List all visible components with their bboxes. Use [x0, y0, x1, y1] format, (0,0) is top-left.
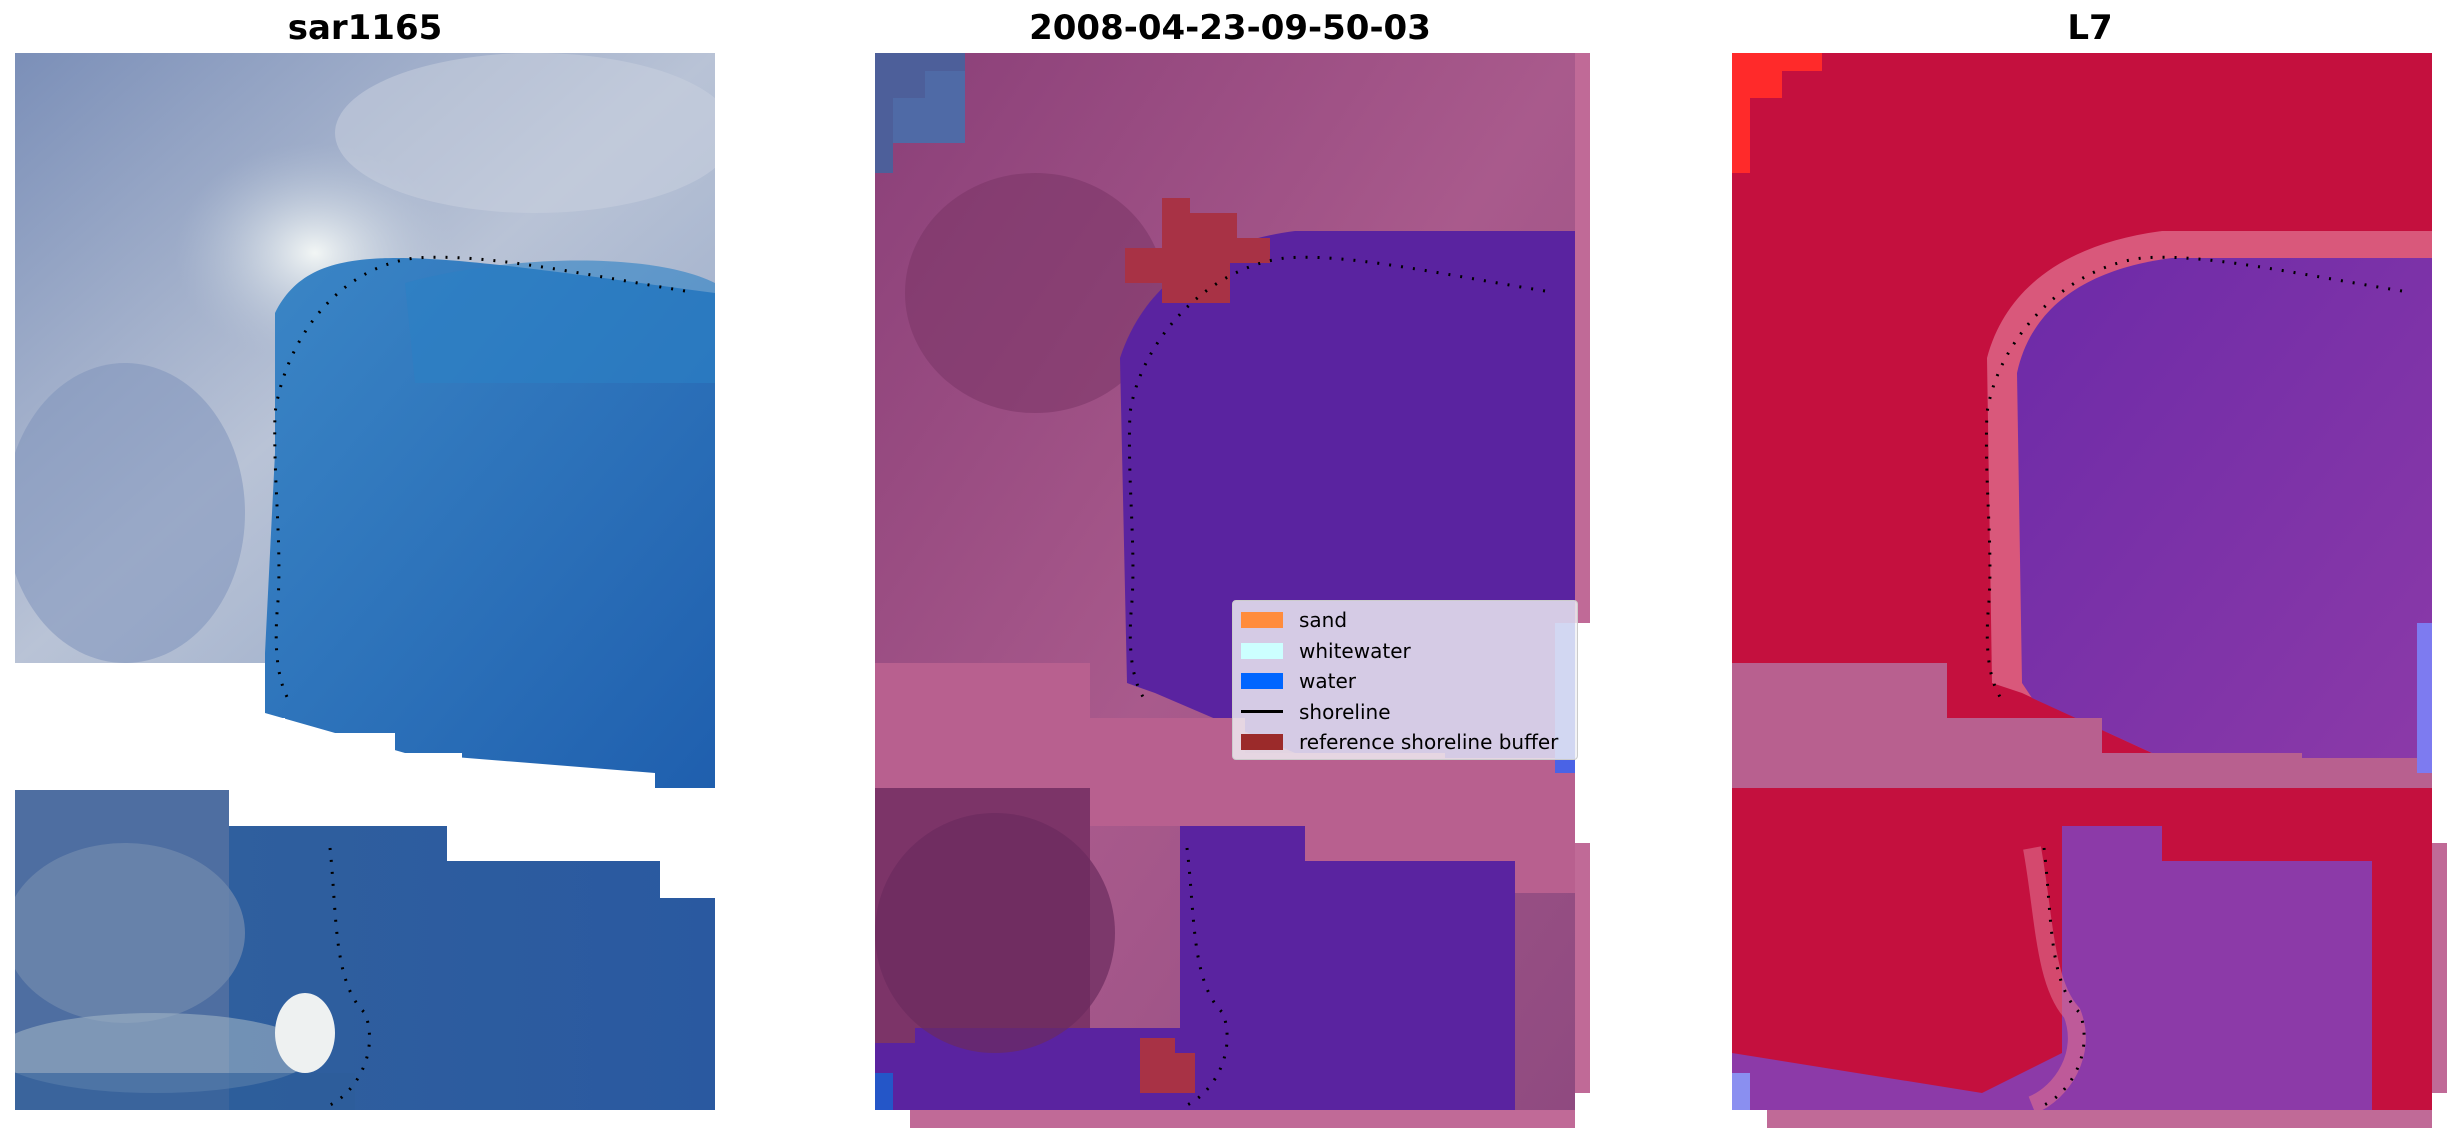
reference-buffer-swatch: [1241, 734, 1283, 751]
legend-label-sand: sand: [1299, 608, 1348, 633]
panel-title-classified: 2008-04-23-09-50-03: [1029, 8, 1431, 48]
legend-item-reference-buffer: reference shoreline buffer: [1233, 727, 1577, 758]
water-swatch: [1241, 673, 1283, 690]
classified-image-panel: [875, 53, 1590, 1128]
panel-title-rgb: sar1165: [287, 8, 443, 48]
legend-label-water: water: [1299, 669, 1356, 694]
rgb-image: [15, 53, 715, 1110]
legend-label-shoreline: shoreline: [1299, 699, 1391, 724]
legend-label-reference-buffer: reference shoreline buffer: [1299, 730, 1559, 755]
index-image-panel: [1732, 53, 2447, 1128]
index-image: [1732, 53, 2447, 1128]
legend-item-shoreline: shoreline: [1233, 697, 1577, 728]
legend: sand whitewater water shoreline referenc…: [1232, 600, 1578, 760]
legend-item-water: water: [1233, 666, 1577, 697]
legend-item-whitewater: whitewater: [1233, 636, 1577, 667]
whitewater-swatch: [1241, 642, 1283, 659]
legend-label-whitewater: whitewater: [1299, 638, 1411, 663]
shoreline-line-icon: [1241, 710, 1283, 714]
classified-image: [875, 53, 1590, 1128]
panel-title-index: L7: [2067, 8, 2113, 48]
sand-swatch: [1241, 612, 1283, 629]
legend-item-sand: sand: [1233, 605, 1577, 636]
rgb-image-panel: [15, 53, 715, 1110]
